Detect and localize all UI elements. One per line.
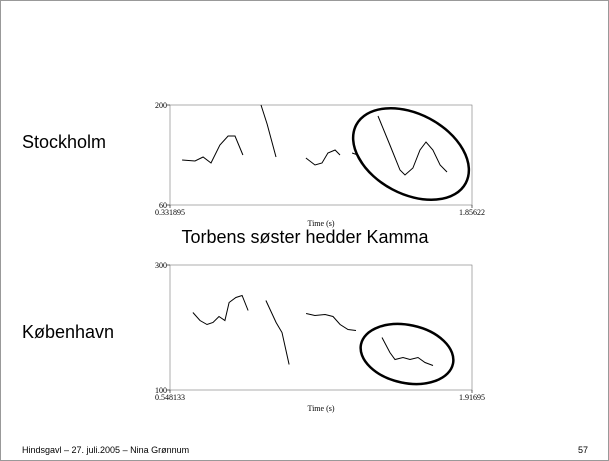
plot-frame [169, 264, 473, 391]
plot-frame [169, 104, 473, 206]
chart-label: København [22, 322, 114, 342]
highlight-ellipse [351, 106, 471, 202]
footer: Hindsgavl – 27. juli.2005 – Nina Grønnum [22, 445, 189, 455]
x-axis-label: Time (s) [307, 219, 334, 228]
page-number: 57 [578, 445, 588, 455]
y-tick-label: 300 [155, 261, 167, 270]
sentence: Torbens søster hedder Kamma [181, 227, 429, 247]
pitch-line [192, 294, 434, 366]
y-tick-label: 60 [159, 201, 167, 210]
x-axis-label: Time (s) [307, 404, 334, 413]
x-tick-label: 0.548133 [155, 393, 185, 402]
pitch-line [182, 104, 448, 176]
highlight-ellipse [359, 322, 455, 386]
y-tick-label: 200 [155, 101, 167, 110]
x-tick-label: 1.85622 [459, 208, 485, 217]
y-tick-label: 100 [155, 386, 167, 395]
chart-label: Stockholm [22, 132, 106, 152]
x-tick-label: 1.91695 [459, 393, 485, 402]
x-tick-label: 0.331895 [155, 208, 185, 217]
